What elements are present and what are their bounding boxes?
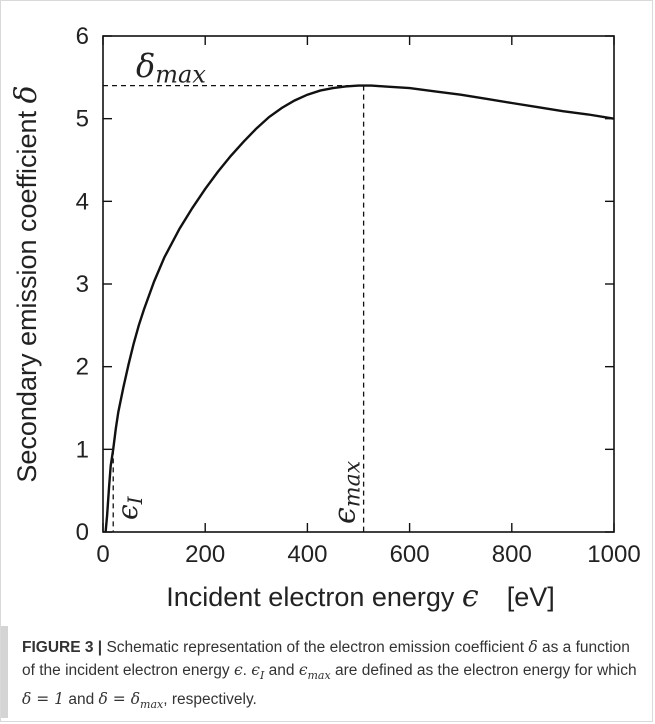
x-axis-title: Incident electron energy ϵ [eV]: [166, 579, 555, 614]
x-axis-label-text: Incident electron energy: [166, 582, 462, 612]
axis-titles: Incident electron energy ϵ [eV] Secondary …: [9, 85, 555, 614]
y-tick-label: 6: [76, 23, 89, 50]
y-tick-label: 4: [76, 188, 89, 215]
x-axis-symbol: ϵ: [462, 579, 479, 614]
guide-lines: [103, 84, 365, 532]
y-axis-symbol: δ: [9, 85, 44, 103]
delta-max-label: δmax: [136, 47, 206, 89]
plot-frame: [102, 35, 615, 533]
x-tick-label: 1000: [587, 541, 640, 568]
chart-area: 0 200 400 600 800 1000 0 1 2 3 4 5 6 δmax ϵmax ϵI Inci…: [9, 23, 641, 614]
x-axis-unit: [eV]: [507, 582, 555, 612]
delta-max-subscript: max: [155, 61, 206, 89]
x-tick-label: 600: [390, 541, 430, 568]
figure-caption: FIGURE 3 | Schematic representation of t…: [22, 638, 637, 712]
x-tick-label: 0: [96, 541, 109, 568]
annotations: δmax ϵmax ϵI: [111, 47, 365, 524]
caption-box: [0, 626, 641, 718]
x-tick-label: 200: [185, 541, 225, 568]
plot-border: [102, 35, 615, 533]
y-tick-label: 2: [76, 354, 89, 381]
y-tick-label: 3: [76, 271, 89, 298]
eps-max-subscript: max: [341, 460, 366, 507]
figure-label: FIGURE 3 |: [22, 639, 103, 656]
y-tick-label: 1: [76, 436, 89, 463]
x-tick-label: 400: [287, 541, 327, 568]
x-tick-label: 800: [492, 541, 532, 568]
y-axis-title: Secondary emission coefficient δ: [9, 85, 44, 482]
ticks: [102, 35, 615, 533]
tick-labels: 0 200 400 600 800 1000 0 1 2 3 4 5 6: [76, 23, 641, 568]
eps-max-label: ϵmax: [328, 460, 366, 524]
y-axis-label-text: Secondary emission coefficient: [12, 103, 42, 482]
y-tick-label: 5: [76, 106, 89, 133]
y-tick-label: 0: [76, 519, 89, 546]
eps-i-label: ϵI: [111, 495, 147, 520]
series-line: [104, 84, 615, 533]
eps-i-subscript: I: [123, 495, 147, 505]
